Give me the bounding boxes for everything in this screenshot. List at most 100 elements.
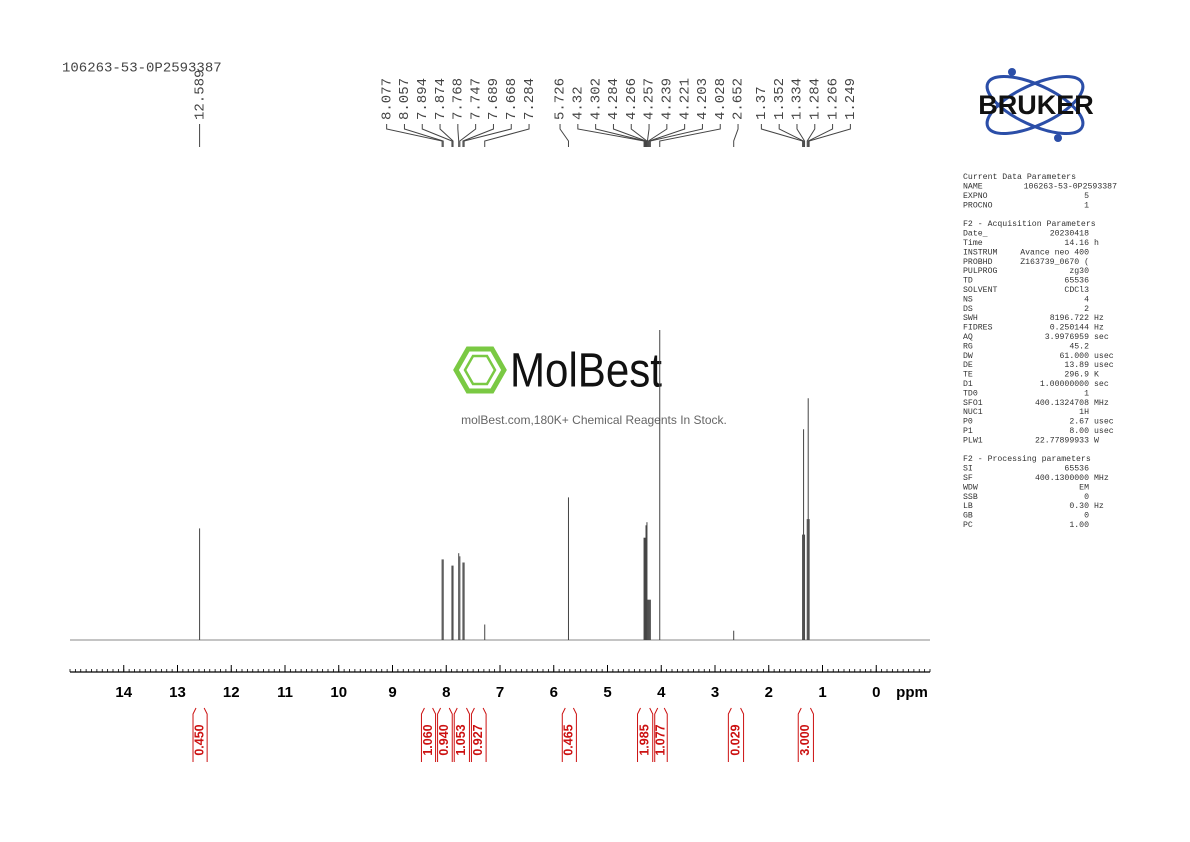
param-name: WDW [963, 483, 978, 492]
param-value: 20230418 [1050, 230, 1089, 239]
param-name: SWH [963, 314, 978, 323]
x-tick-label: 13 [169, 684, 186, 701]
param-unit: W [1094, 436, 1099, 445]
param-value: 1 [1084, 389, 1089, 398]
peak-connector [778, 124, 805, 147]
param-name: TD0 [963, 389, 978, 398]
peak-connector [806, 124, 816, 147]
param-unit: MHz [1094, 474, 1109, 483]
peak-label: 1.266 [825, 78, 841, 120]
param-name: SSB [963, 493, 978, 502]
peak-connector [463, 124, 512, 147]
peak-label: 7.874 [433, 78, 449, 120]
peak-label: 7.747 [468, 78, 484, 120]
param-name: AQ [963, 333, 973, 342]
param-value: EM [1079, 483, 1089, 492]
integral-bracket [437, 707, 453, 762]
param-section-title: F2 - Processing parameters [963, 454, 1091, 464]
peak-connector [808, 124, 851, 147]
param-unit: MHz [1094, 399, 1109, 408]
integral-bracket [637, 707, 654, 762]
x-tick-label: 0 [872, 684, 880, 701]
peak-connector [612, 124, 647, 147]
x-tick-label: 5 [603, 684, 611, 701]
param-name: GB [963, 512, 973, 521]
integral-bracket [727, 707, 745, 762]
sample-title: 106263-53-0P2593387 [62, 61, 222, 77]
param-name: PROBHD [963, 258, 993, 267]
peak-connector [659, 124, 721, 147]
param-value: 45.2 [1069, 342, 1089, 351]
param-name: DW [963, 352, 973, 361]
peak-label: 7.284 [522, 78, 538, 120]
integral-bracket [420, 707, 437, 762]
param-unit: usec [1094, 418, 1114, 427]
param-unit: Hz [1094, 324, 1104, 333]
x-tick-label: 10 [330, 684, 347, 701]
peak-label: 4.302 [588, 78, 604, 120]
param-value: 4 [1084, 295, 1089, 304]
peak-label: 4.32 [571, 86, 587, 120]
param-unit: h [1094, 238, 1099, 248]
param-name: DE [963, 361, 973, 370]
param-name: DS [963, 305, 973, 314]
x-tick-label: 7 [496, 684, 504, 701]
peak-label: 4.257 [642, 78, 658, 120]
param-name: PC [963, 521, 973, 530]
param-value: 22.77899933 [1035, 436, 1089, 445]
integral-label: 1.077 [653, 724, 667, 755]
param-value: zg30 [1069, 267, 1089, 276]
peak-label: 7.668 [504, 78, 520, 120]
peak-connector [760, 124, 804, 147]
x-tick-label: 14 [115, 684, 132, 701]
peak-connector [807, 124, 834, 147]
watermark-name: MolBest [510, 345, 662, 398]
peak-connector [403, 124, 444, 147]
integral-bracket [654, 707, 668, 762]
param-value: 61.000 [1060, 352, 1090, 361]
param-name: NS [963, 295, 973, 304]
peak-label: 1.334 [790, 78, 806, 120]
integral-bracket [797, 707, 814, 762]
peak-label: 4.028 [713, 78, 729, 120]
param-value: 1.00 [1069, 521, 1089, 530]
peak-connector [577, 124, 645, 147]
peak-label: 4.239 [660, 78, 676, 120]
x-tick-label: 1 [818, 684, 826, 701]
integral-label: 0.927 [471, 724, 485, 755]
peak-connector [733, 124, 739, 147]
param-unit: usec [1094, 427, 1114, 436]
param-name: TD [963, 277, 973, 286]
integral-label: 1.060 [421, 724, 435, 755]
param-name: D1 [963, 380, 973, 389]
peak-connector [646, 124, 650, 147]
x-tick-label: 6 [550, 684, 558, 701]
param-name: SOLVENT [963, 286, 997, 295]
peak-connector [421, 124, 453, 147]
integral-label: 3.000 [798, 724, 812, 755]
x-axis-label: ppm [896, 684, 928, 701]
param-name: PULPROG [963, 267, 997, 276]
peak-label: 8.057 [397, 78, 413, 120]
peak-connector [559, 124, 569, 147]
peak-label: 5.726 [553, 78, 569, 120]
peak-label: 1.284 [807, 78, 823, 120]
integral-bracket [192, 707, 208, 762]
param-value: Avance neo 400 [1020, 248, 1089, 257]
param-section-title: F2 - Acquisition Parameters [963, 219, 1096, 229]
x-tick-label: 3 [711, 684, 719, 701]
param-value: 5 [1084, 192, 1089, 201]
peak-label: 7.768 [451, 78, 467, 120]
peak-connector [462, 124, 494, 147]
param-unit: sec [1094, 333, 1109, 342]
param-value: 65536 [1064, 465, 1089, 474]
peak-connector [648, 124, 686, 147]
param-name: NAME [963, 183, 983, 192]
peak-label: 7.689 [486, 78, 502, 120]
param-name: SFO1 [963, 399, 983, 408]
param-name: PROCNO [963, 201, 993, 210]
peak-label: 1.249 [843, 78, 859, 120]
param-name: P1 [963, 427, 973, 436]
